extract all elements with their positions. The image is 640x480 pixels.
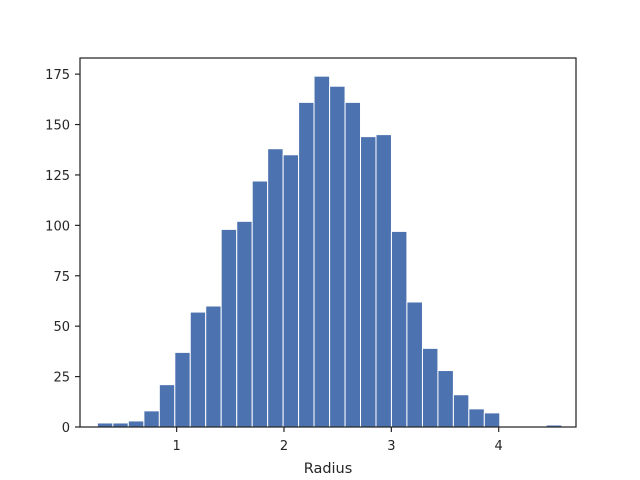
histogram-bar — [189, 311, 207, 428]
x-ticks: 1 2 3 4 — [172, 427, 503, 454]
histogram-bar — [406, 301, 423, 428]
y-tick-label: 150 — [45, 119, 70, 134]
histogram-bar — [174, 351, 191, 428]
histogram-bar — [236, 220, 253, 428]
histogram-bar — [421, 347, 439, 428]
x-axis-label: Radius — [304, 461, 353, 477]
x-tick-label: 2 — [280, 439, 288, 454]
y-tick-label: 50 — [53, 320, 70, 335]
y-tick-label: 175 — [45, 68, 70, 83]
histogram-bar — [205, 305, 222, 428]
histogram-bar — [437, 370, 454, 428]
y-tick-label: 75 — [53, 270, 70, 285]
histogram-bar — [298, 101, 315, 428]
histogram-bar — [483, 412, 501, 428]
histogram-bar — [158, 384, 176, 428]
histogram-bar — [375, 134, 392, 428]
bars-group — [96, 75, 563, 428]
y-tick-label: 25 — [53, 371, 70, 386]
histogram-bar — [220, 228, 238, 428]
histogram-bar — [360, 136, 377, 428]
histogram-bar — [313, 75, 331, 428]
x-tick-label: 3 — [387, 439, 395, 454]
histogram-bar — [452, 394, 470, 428]
histogram-bar — [329, 85, 346, 428]
y-tick-label: 125 — [45, 169, 70, 184]
histogram-bar — [251, 180, 269, 428]
y-ticks: 0 25 50 75 100 125 150 175 — [45, 68, 80, 436]
y-tick-label: 100 — [45, 219, 70, 234]
y-tick-label: 0 — [62, 421, 70, 436]
histogram-bar — [468, 408, 485, 428]
plot-frame — [79, 57, 577, 428]
histogram-bar — [143, 410, 160, 428]
histogram-bar — [127, 420, 145, 428]
histogram-bar — [344, 101, 362, 428]
histogram-bar — [390, 230, 408, 428]
histogram-bar — [267, 148, 284, 428]
x-tick-label: 1 — [172, 439, 180, 454]
x-tick-label: 4 — [495, 439, 503, 454]
histogram-bar — [282, 154, 300, 428]
